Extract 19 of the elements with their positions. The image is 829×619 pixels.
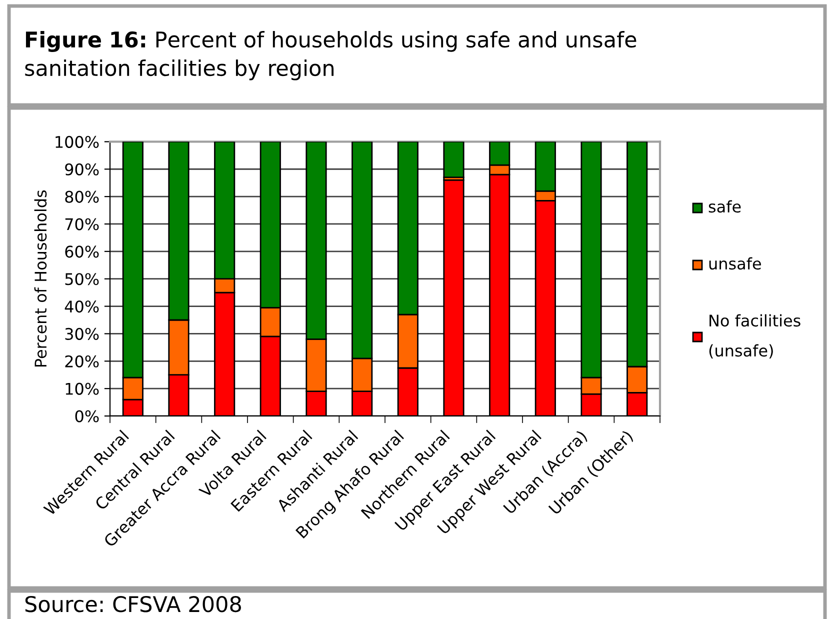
chart-title: Figure 16: Percent of households using safe and unsafe: [26, 31, 636, 52]
y-tick-label: 40%: [64, 300, 99, 313]
y-tick-label: 20%: [65, 355, 99, 368]
bar: [443, 142, 464, 178]
y-axis-title: Percent of Households: [34, 190, 47, 367]
y-tick-label: 80%: [65, 190, 99, 203]
y-tick-label: 90%: [65, 163, 99, 176]
y-tick-label: 70%: [65, 218, 99, 230]
y-tick-label: 50%: [65, 273, 99, 286]
legend-label: unsafe: [709, 257, 761, 270]
legend-label: No facilities (unsafe): [709, 314, 800, 359]
y-tick-label: 0%: [75, 410, 99, 422]
y-tick-label: 60%: [65, 246, 99, 258]
source-note: Source: CFSVA 2008: [25, 596, 241, 612]
legend-label: safe: [708, 200, 741, 213]
text: sanitation facilities by region: [25, 59, 334, 80]
y-tick-label: 100%: [56, 136, 99, 148]
y-tick-label: 30%: [65, 328, 99, 340]
y-tick-label: 10%: [66, 382, 99, 395]
